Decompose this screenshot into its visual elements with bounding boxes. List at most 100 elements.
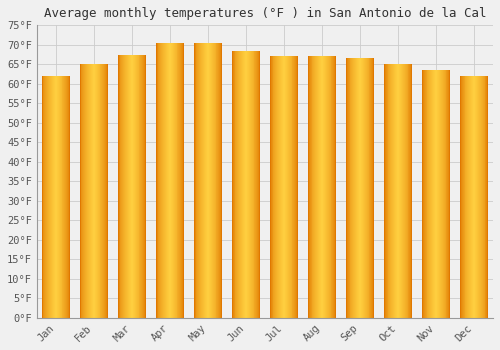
Bar <box>432 70 433 318</box>
Bar <box>133 55 134 318</box>
Bar <box>410 64 412 318</box>
Bar <box>128 55 129 318</box>
Bar <box>320 56 321 318</box>
Bar <box>95 64 96 318</box>
Bar <box>476 76 477 318</box>
Bar <box>106 64 107 318</box>
Bar <box>384 64 386 318</box>
Bar <box>130 55 131 318</box>
Bar <box>58 76 59 318</box>
Bar <box>480 76 482 318</box>
Bar <box>52 76 53 318</box>
Bar <box>96 64 98 318</box>
Bar <box>232 51 234 318</box>
Bar <box>208 43 209 318</box>
Bar <box>162 43 163 318</box>
Bar <box>92 64 93 318</box>
Bar <box>390 64 392 318</box>
Bar <box>406 64 408 318</box>
Bar <box>134 55 136 318</box>
Bar <box>56 76 57 318</box>
Bar <box>80 64 82 318</box>
Bar <box>297 56 298 318</box>
Bar <box>166 43 167 318</box>
Bar <box>441 70 442 318</box>
Bar <box>408 64 410 318</box>
Bar <box>398 64 399 318</box>
Bar <box>171 43 172 318</box>
Bar <box>437 70 438 318</box>
Bar <box>435 70 436 318</box>
Bar <box>44 76 46 318</box>
Bar <box>42 76 43 318</box>
Bar <box>350 58 352 318</box>
Bar <box>426 70 428 318</box>
Bar <box>131 55 132 318</box>
Bar <box>274 56 276 318</box>
Bar <box>167 43 168 318</box>
Bar <box>209 43 210 318</box>
Bar <box>424 70 426 318</box>
Bar <box>164 43 165 318</box>
Bar <box>124 55 125 318</box>
Bar <box>392 64 394 318</box>
Bar <box>220 43 221 318</box>
Bar <box>312 56 314 318</box>
Bar <box>403 64 404 318</box>
Bar <box>364 58 366 318</box>
Bar <box>436 70 437 318</box>
Bar <box>183 43 184 318</box>
Bar <box>136 55 138 318</box>
Bar <box>472 76 473 318</box>
Bar <box>334 56 336 318</box>
Bar <box>440 70 441 318</box>
Bar <box>258 51 259 318</box>
Bar <box>442 70 444 318</box>
Bar <box>474 76 475 318</box>
Bar <box>87 64 88 318</box>
Bar <box>281 56 282 318</box>
Bar <box>317 56 318 318</box>
Bar <box>98 64 100 318</box>
Bar <box>397 64 398 318</box>
Bar <box>332 56 334 318</box>
Bar <box>249 51 250 318</box>
Bar <box>207 43 208 318</box>
Bar <box>211 43 212 318</box>
Bar <box>355 58 356 318</box>
Bar <box>316 56 317 318</box>
Bar <box>361 58 362 318</box>
Bar <box>321 56 322 318</box>
Bar <box>326 56 328 318</box>
Bar <box>67 76 68 318</box>
Bar <box>296 56 297 318</box>
Bar <box>438 70 439 318</box>
Bar <box>90 64 91 318</box>
Bar <box>240 51 241 318</box>
Bar <box>357 58 358 318</box>
Bar <box>198 43 200 318</box>
Bar <box>169 43 170 318</box>
Bar <box>180 43 182 318</box>
Bar <box>352 58 354 318</box>
Bar <box>243 51 244 318</box>
Bar <box>89 64 90 318</box>
Bar <box>325 56 326 318</box>
Title: Average monthly temperatures (°F ) in San Antonio de la Cal: Average monthly temperatures (°F ) in Sa… <box>44 7 486 20</box>
Bar <box>256 51 258 318</box>
Bar <box>66 76 67 318</box>
Bar <box>466 76 468 318</box>
Bar <box>57 76 58 318</box>
Bar <box>473 76 474 318</box>
Bar <box>182 43 183 318</box>
Bar <box>168 43 169 318</box>
Bar <box>394 64 395 318</box>
Bar <box>280 56 281 318</box>
Bar <box>120 55 122 318</box>
Bar <box>69 76 70 318</box>
Bar <box>245 51 246 318</box>
Bar <box>270 56 272 318</box>
Bar <box>318 56 319 318</box>
Bar <box>324 56 325 318</box>
Bar <box>448 70 450 318</box>
